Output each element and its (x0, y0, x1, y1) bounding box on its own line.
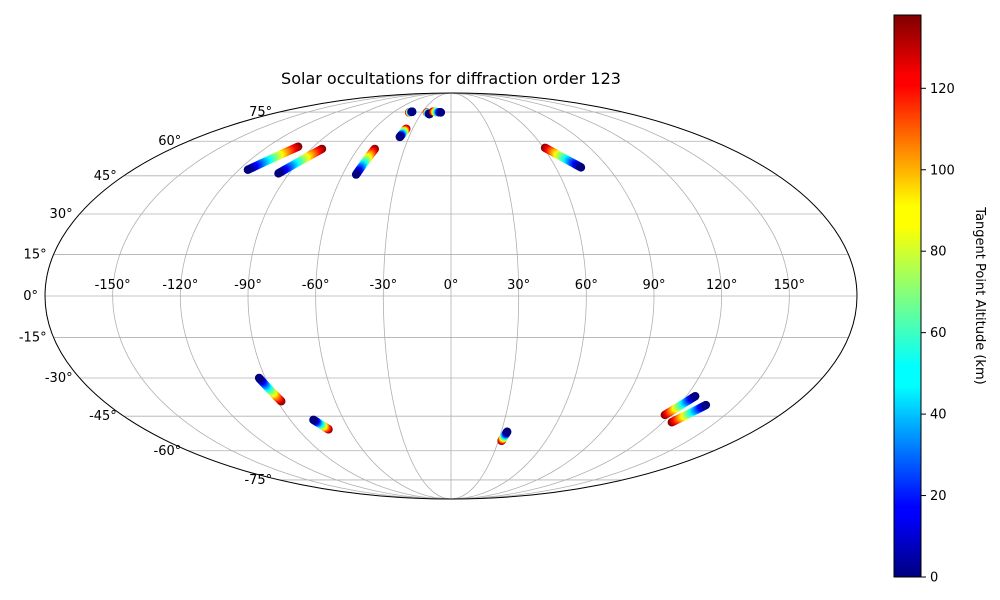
data-point (701, 400, 711, 410)
colorbar-tick-label: 120 (930, 82, 955, 97)
x-tick-label: 30° (507, 278, 530, 293)
y-tick-label: -30° (45, 371, 73, 386)
data-point (395, 132, 405, 142)
occultation-track (351, 144, 380, 179)
y-tick-label: 60° (158, 134, 181, 149)
occultation-track (395, 124, 411, 142)
data-point (503, 427, 512, 436)
y-tick-label: 0° (23, 289, 38, 304)
occultation-track (254, 373, 286, 406)
y-tick-label: 75° (249, 105, 272, 120)
data-point (408, 107, 417, 116)
chart-title: Solar occultations for diffraction order… (281, 69, 621, 88)
latitude-tick-labels: -75° -60° -45° -30° -15° 0° 15° 30° 45° 60° 75° (19, 105, 272, 488)
occultation-track (667, 400, 711, 427)
colorbar-gradient (893, 14, 922, 578)
data-point (436, 108, 446, 117)
data-point (691, 391, 700, 401)
data-point (274, 169, 283, 178)
x-tick-label: -120° (162, 278, 198, 293)
x-tick-label: 0° (444, 278, 459, 293)
colorbar-tick-label: 60 (930, 326, 947, 341)
x-tick-label: -90° (234, 278, 262, 293)
colorbar-tick-label: 80 (930, 245, 947, 260)
occultation-track (497, 427, 512, 446)
x-tick-label: 120° (706, 278, 737, 293)
y-tick-label: -75° (244, 473, 272, 488)
x-tick-label: -30° (369, 278, 397, 293)
y-tick-label: 45° (94, 169, 117, 184)
colorbar-ticks: 0 20 40 60 80 100 120 (921, 82, 955, 586)
occultation-track (540, 143, 586, 172)
data-point (351, 170, 361, 179)
data-point (243, 165, 253, 174)
x-tick-label: 150° (774, 278, 805, 293)
data-point (309, 415, 318, 425)
x-tick-label: 60° (575, 278, 598, 293)
occultation-track (428, 107, 446, 117)
data-point (254, 373, 264, 383)
colorbar-tick-label: 40 (930, 408, 947, 423)
occultation-track (309, 415, 333, 434)
data-point (576, 163, 586, 172)
colorbar-tick-label: 0 (930, 571, 938, 586)
y-tick-label: -60° (154, 444, 182, 459)
occultation-track (660, 391, 700, 420)
occultation-track (274, 144, 327, 178)
x-tick-label: -60° (302, 278, 330, 293)
occultation-track (243, 142, 303, 174)
y-tick-label: 30° (50, 207, 73, 222)
longitude-tick-labels: -150° -120° -90° -60° -30° 0° 30° 60° 90° 120° 150… (95, 278, 805, 293)
colorbar-label: Tangent Point Altitude (km) (972, 206, 987, 384)
y-tick-label: 15° (24, 247, 47, 262)
x-tick-label: 90° (642, 278, 665, 293)
occultation-track (404, 107, 417, 117)
y-tick-label: -15° (19, 331, 47, 346)
occultation-points (243, 107, 711, 446)
colorbar-tick-label: 100 (930, 163, 955, 178)
y-tick-label: -45° (89, 409, 117, 424)
colorbar: 0 20 40 60 80 100 120 Tangent Point Altitude (… (893, 14, 987, 586)
graticule-grid (45, 93, 857, 499)
x-tick-label: -150° (95, 278, 131, 293)
map-boundary (44, 92, 858, 500)
colorbar-tick-label: 20 (930, 489, 947, 504)
